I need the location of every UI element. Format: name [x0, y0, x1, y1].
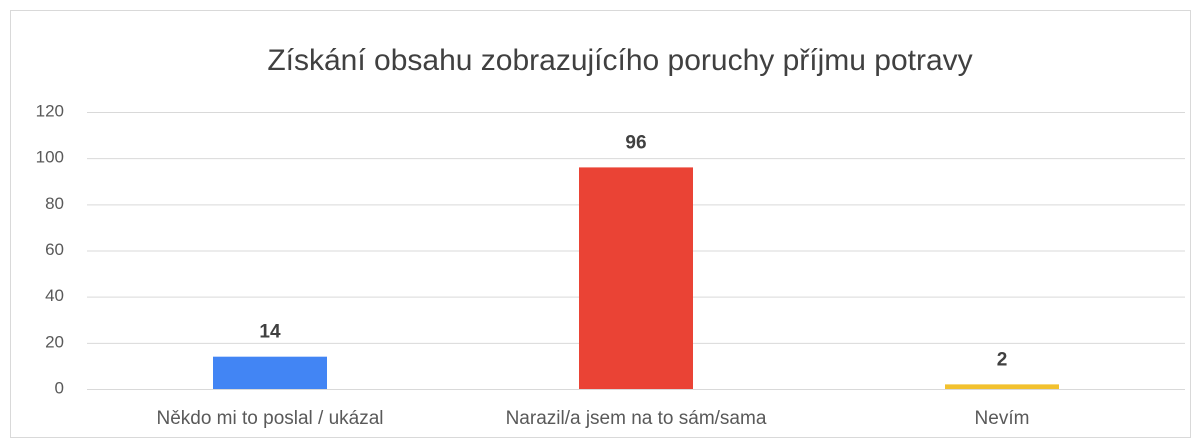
- x-tick-label: Někdo mi to poslal / ukázal: [156, 408, 383, 429]
- y-tick-label: 60: [45, 240, 64, 259]
- y-tick-label: 100: [36, 148, 64, 167]
- data-label: 2: [997, 349, 1008, 370]
- y-tick-label: 0: [55, 378, 64, 397]
- y-tick-label: 20: [45, 332, 64, 351]
- data-label: 14: [259, 322, 281, 343]
- chart-title: Získání obsahu zobrazujícího poruchy pří…: [267, 44, 972, 77]
- bar: [213, 356, 327, 389]
- bar: [945, 384, 1059, 389]
- data-label: 96: [625, 132, 646, 153]
- y-tick-label: 40: [45, 286, 64, 305]
- bar: [579, 167, 693, 389]
- x-tick-label: Nevím: [975, 408, 1030, 429]
- y-tick-label: 80: [45, 194, 64, 213]
- y-tick-label: 120: [36, 101, 64, 120]
- x-tick-label: Narazil/a jsem na to sám/sama: [506, 408, 767, 429]
